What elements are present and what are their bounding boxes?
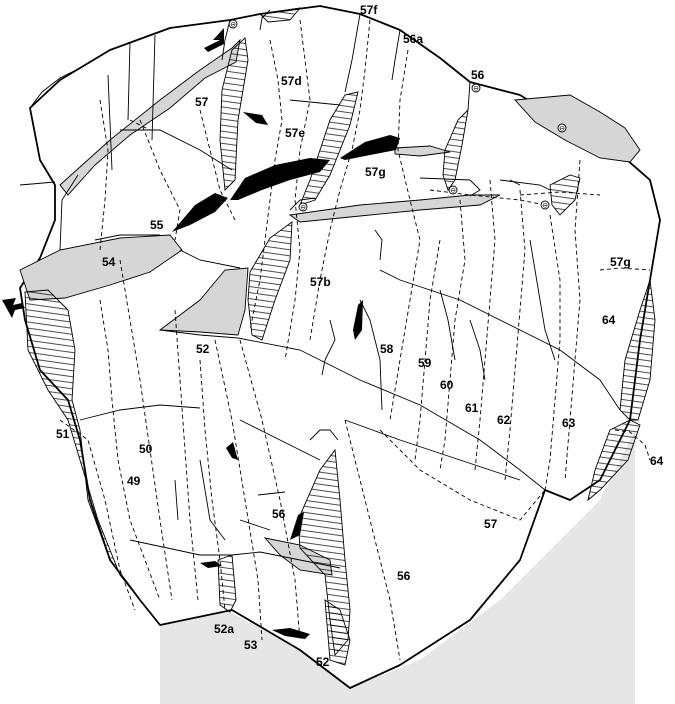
route-label-52-bottom: 52 (316, 655, 330, 669)
svg-text:⊖: ⊖ (300, 205, 306, 212)
route-label-52a: 52a (214, 622, 234, 636)
hatch-52a (217, 554, 237, 613)
route-label-60: 60 (440, 378, 454, 392)
route-label-57g-right: 57g (610, 255, 631, 269)
detached-flake (514, 94, 641, 163)
svg-text:⊖: ⊖ (473, 86, 479, 93)
pocket-55 (172, 193, 228, 232)
svg-text:⊖: ⊖ (230, 22, 236, 29)
pocket-mid (226, 442, 238, 460)
hatch-left-side (24, 289, 161, 626)
hatch-56-crack (442, 108, 469, 191)
svg-text:⊖: ⊖ (542, 203, 548, 210)
ledge-57e (394, 145, 451, 157)
hatch-52-bottom (324, 599, 351, 666)
route-label-56-mid: 56 (272, 507, 286, 521)
route-label-62: 62 (497, 413, 511, 427)
route-label-55: 55 (150, 218, 164, 232)
route-label-53: 53 (244, 638, 258, 652)
pocket-52a (200, 561, 222, 568)
pocket-56-crack (290, 512, 304, 540)
route-label-63: 63 (562, 416, 576, 430)
svg-text:⊖: ⊖ (559, 126, 565, 133)
hatch-upper-arete (219, 37, 249, 191)
hatch-56-lower (297, 448, 351, 657)
route-label-52-top: 52 (196, 342, 210, 356)
hatch-top-strip (259, 7, 302, 23)
route-label-57b: 57b (310, 275, 331, 289)
ground-area (160, 430, 635, 704)
hatch-right-low (587, 419, 641, 502)
pocket-57g-left (230, 158, 330, 200)
route-lines (59, 19, 651, 661)
arrow-icon-left (2, 298, 25, 318)
bolt-icon-right: ⊖ (540, 200, 550, 210)
svg-text:⊖: ⊖ (450, 188, 456, 195)
hatch-flake-right (549, 174, 581, 216)
route-label-50: 50 (139, 442, 153, 456)
ledge-57g (288, 194, 501, 223)
arrow-icon-top (204, 28, 224, 52)
bolt-icon-flake: ⊖ (557, 123, 567, 133)
route-label-57-left: 57 (195, 95, 209, 109)
pocket-58 (353, 300, 363, 340)
route-label-57-low: 57 (484, 517, 498, 531)
pillar-52 (158, 267, 249, 336)
route-label-56a: 56a (403, 32, 423, 46)
pocket-57e-small (243, 112, 268, 125)
bolt-icon-top: ⊖ (228, 19, 238, 29)
bolt-icon-57g: ⊖ (448, 185, 458, 195)
route-label-64-edge: 64 (650, 454, 664, 468)
bolt-icon-56: ⊖ (471, 83, 481, 93)
route-label-58: 58 (380, 342, 394, 356)
route-label-51: 51 (56, 427, 70, 441)
route-label-57e: 57e (285, 126, 305, 140)
pocket-53 (272, 628, 310, 639)
route-label-56-low: 56 (397, 569, 411, 583)
hatch-57b (247, 221, 293, 341)
route-label-59: 59 (418, 356, 432, 370)
route-label-57g-mid: 57g (365, 165, 386, 179)
hatch-57e-rib (299, 91, 359, 206)
route-label-54: 54 (102, 255, 116, 269)
route-label-49: 49 (127, 474, 141, 488)
route-label-57d: 57d (281, 74, 302, 88)
route-label-57f: 57f (360, 3, 378, 17)
route-label-64-mid: 64 (602, 313, 616, 327)
bolt-icon-57e: ⊖ (298, 202, 308, 212)
rock-edges (19, 9, 621, 569)
pocket-57g-right (340, 135, 400, 160)
route-label-61: 61 (465, 401, 479, 415)
route-label-56-top: 56 (471, 68, 485, 82)
